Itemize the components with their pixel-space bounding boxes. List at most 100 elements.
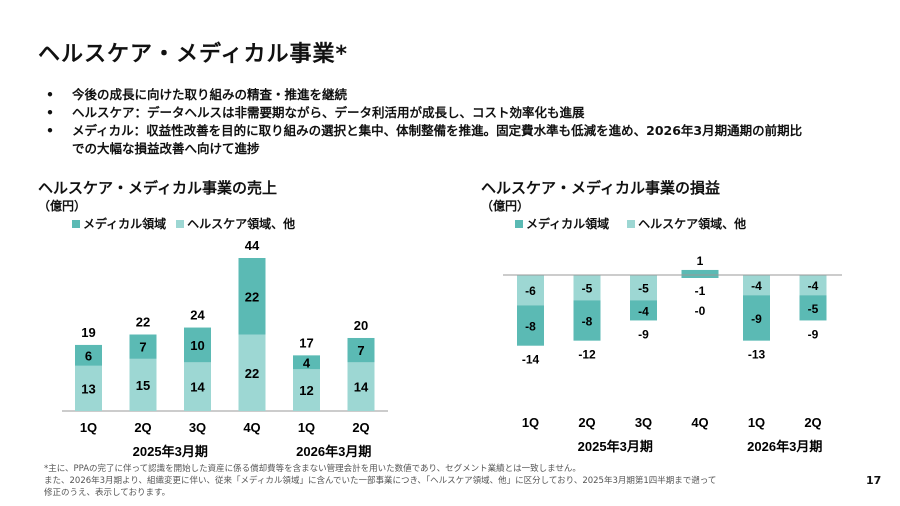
data-label-healthcare: 13	[81, 381, 95, 396]
data-label-healthcare: 15	[136, 378, 150, 393]
data-label-total: -9	[808, 327, 819, 341]
legend-item-healthcare: ヘルスケア領域、他	[176, 215, 295, 232]
footnote: また、2026年3月期より、組織変更に伴い、従来「メディカル領域」に含んでいた一…	[44, 476, 717, 486]
bar-segment-medical	[743, 295, 770, 341]
bar-segment-medical	[238, 258, 266, 335]
x-tick-label: 2Q	[578, 415, 595, 430]
legend-label: ヘルスケア領域、他	[187, 217, 296, 231]
x-group-label: 2025年3月期	[578, 439, 653, 454]
legend-swatch-medical	[515, 219, 523, 228]
data-label-total: -9	[638, 327, 649, 341]
bar-segment-medical	[184, 327, 211, 363]
footnotes: *主に、PPAの完了に伴って認識を開始した資産に係る償却費等を含まない管理会計を…	[44, 463, 844, 499]
data-label-healthcare: -4	[751, 279, 762, 293]
data-label-medical: 22	[245, 289, 259, 304]
legend-item-healthcare: ヘルスケア領域、他	[627, 215, 746, 232]
data-label-healthcare: 14	[354, 380, 369, 395]
bullet-item: • 今後の成長に向けた取り組みの精査・推進を継続	[44, 86, 812, 104]
bar-segment-healthcare	[630, 275, 657, 301]
bar-segment-medical	[75, 344, 102, 366]
bar-segment-healthcare	[75, 365, 102, 411]
data-label-medical: -9	[751, 312, 762, 326]
legend-swatch-medical	[72, 219, 80, 228]
bar-segment-healthcare	[293, 369, 320, 411]
x-tick-label: 1Q	[522, 415, 539, 430]
data-label-total: 19	[81, 325, 95, 340]
x-tick-label: 2Q	[352, 420, 369, 435]
bullet-list: • 今後の成長に向けた取り組みの精査・推進を継続 • ヘルスケア：データヘルスは非需…	[44, 86, 812, 158]
bar-segment-healthcare	[799, 275, 827, 296]
data-label-healthcare: -6	[525, 284, 536, 298]
sales-chart-title: ヘルスケア・メディカル事業の売上	[38, 179, 277, 197]
bar-segment-healthcare	[129, 358, 157, 411]
profit-chart-unit: （億円）	[481, 199, 530, 213]
x-tick-label: 3Q	[635, 415, 652, 430]
data-label-healthcare: -5	[582, 282, 593, 296]
data-label-medical: 6	[85, 348, 92, 363]
x-tick-label: 1Q	[80, 420, 97, 435]
bar-segment-healthcare	[743, 275, 770, 296]
bar-segment-healthcare	[573, 275, 601, 301]
bullet-icon: •	[46, 123, 54, 138]
bar-segment-medical	[799, 295, 827, 321]
x-group-label: 2026年3月期	[296, 444, 371, 459]
data-label-medical: 7	[139, 340, 146, 355]
footnote: 修正のうえ、表示しております。	[44, 488, 171, 498]
data-label-total: 24	[190, 308, 205, 323]
data-label-total: 20	[354, 318, 368, 333]
bullet-item: • ヘルスケア：データヘルスは非需要期ながら、データ利活用が成長し、コスト効率化も…	[44, 104, 812, 122]
data-label-total: -13	[748, 348, 766, 362]
x-tick-label: 2Q	[134, 420, 151, 435]
profit-chart-legend: メディカル領域 ヘルスケア領域、他	[515, 215, 746, 232]
footnote: *主に、PPAの完了に伴って認識を開始した資産に係る償却費等を含まない管理会計を…	[44, 464, 581, 474]
x-tick-label: 1Q	[748, 415, 765, 430]
legend-label: ヘルスケア領域、他	[638, 217, 747, 231]
data-label-healthcare: 14	[190, 380, 205, 395]
x-group-label: 2025年3月期	[133, 444, 208, 459]
bullet-text: ヘルスケア：データヘルスは非需要期ながら、データ利活用が成長し、コスト効率化も進…	[72, 105, 585, 120]
bar-segment-medical	[347, 337, 375, 363]
sales-chart-unit: （億円）	[38, 199, 87, 213]
legend-swatch-healthcare	[176, 219, 185, 228]
data-label-medical: -5	[808, 302, 819, 316]
data-label-healthcare: -5	[638, 282, 649, 296]
profit-chart-title: ヘルスケア・メディカル事業の損益	[481, 179, 720, 197]
bullet-text: メディカル：収益性改善を目的に取り組みの選択と集中、体制整備を推進。固定費水準も…	[72, 123, 803, 156]
data-label-total: 17	[299, 335, 313, 350]
legend-label: メディカル領域	[526, 217, 610, 231]
data-label-total: 22	[136, 315, 150, 330]
data-label-healthcare: -1	[695, 284, 706, 298]
data-label-medical: 1	[697, 254, 704, 268]
data-label-medical: -8	[525, 320, 536, 334]
legend-label: メディカル領域	[83, 217, 167, 231]
bullet-item: • メディカル：収益性改善を目的に取り組みの選択と集中、体制整備を推進。固定費水準…	[44, 122, 812, 158]
x-group-label: 2026年3月期	[747, 439, 822, 454]
data-label-medical: 10	[190, 338, 204, 353]
x-tick-label: 2Q	[804, 415, 821, 430]
data-label-total: -14	[522, 353, 540, 367]
bullet-icon: •	[46, 105, 54, 120]
bar-segment-healthcare	[184, 362, 211, 411]
data-label-total: -0	[695, 304, 706, 318]
x-tick-label: 4Q	[691, 415, 708, 430]
bullet-icon: •	[46, 87, 54, 102]
legend-item-medical: メディカル領域	[515, 215, 609, 232]
bar-segment-medical	[129, 334, 157, 359]
page-number: 17	[866, 474, 882, 487]
data-label-healthcare: 12	[299, 383, 313, 398]
legend-swatch-healthcare	[627, 219, 636, 228]
sales-chart-legend: メディカル領域 ヘルスケア領域、他	[72, 215, 295, 232]
bar-segment-medical	[517, 305, 544, 346]
data-label-medical: 7	[357, 343, 364, 358]
bullet-text: 今後の成長に向けた取り組みの精査・推進を継続	[72, 87, 348, 102]
bar-segment-medical	[293, 355, 320, 370]
x-tick-label: 1Q	[298, 420, 315, 435]
bar-segment-healthcare	[347, 362, 375, 411]
data-label-healthcare: -4	[808, 279, 819, 293]
legend-item-medical: メディカル領域	[72, 215, 166, 232]
bar-segment-healthcare	[238, 334, 266, 411]
bar-segment-medical	[573, 300, 601, 341]
data-label-medical: -4	[638, 304, 649, 318]
